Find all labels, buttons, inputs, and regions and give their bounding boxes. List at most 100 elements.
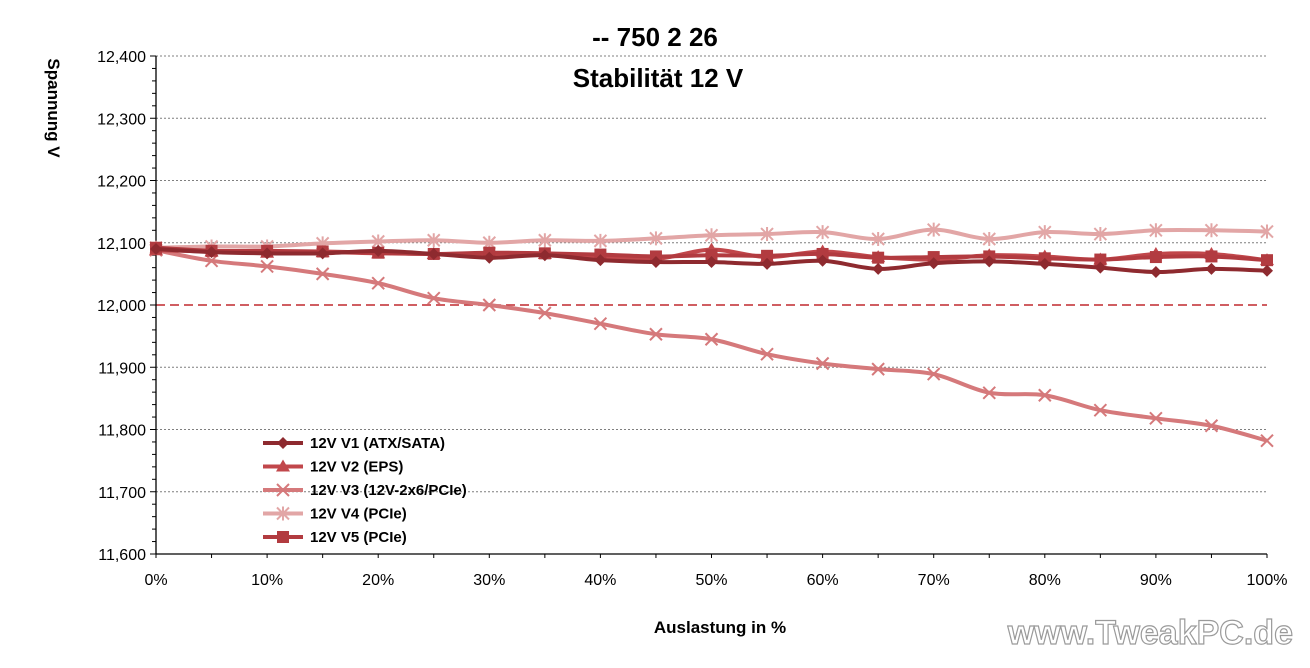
data-point [1204,419,1219,433]
legend-item-5: 12V V5 (PCIe) [263,529,407,546]
data-point [1038,388,1052,402]
x-tick-label: 70% [918,572,950,589]
data-point [1094,261,1107,274]
data-point [1149,266,1162,279]
data-point [1260,433,1274,448]
x-tick-label: 40% [584,572,616,589]
y-tick-label: 12,000 [97,298,146,315]
data-point [871,232,885,247]
data-point [1149,411,1163,426]
y-axis-label: Spannung V [44,58,63,158]
y-tick-label: 12,200 [97,174,146,191]
legend-item-1: 12V V1 (ATX/SATA) [263,435,445,452]
data-point [427,247,440,260]
x-tick-label: 80% [1029,572,1061,589]
data-point [315,267,330,281]
x-tick-label: 0% [144,572,167,589]
legend-label: 12V V3 (12V-2x6/PCIe) [310,482,467,499]
y-tick-label: 12,100 [97,236,146,253]
data-point [1094,253,1107,266]
legend-label: 12V V1 (ATX/SATA) [310,435,445,452]
data-point [1038,257,1051,270]
data-point [872,262,885,275]
data-point [538,233,552,248]
data-point [816,254,829,267]
y-tick-label: 11,700 [98,485,146,502]
data-point [649,327,663,341]
legend-label: 12V V5 (PCIe) [310,529,407,546]
data-point [277,437,289,449]
data-point [1149,223,1163,238]
data-point [482,298,497,312]
data-point [927,251,940,264]
data-point [1093,227,1108,242]
data-point [594,254,607,267]
data-point [982,232,996,247]
data-point [538,306,552,320]
x-tick-label: 100% [1247,572,1288,589]
data-point [872,251,885,264]
x-tick-label: 20% [362,572,394,589]
data-point [649,231,663,246]
legend-item-4: 12V V4 (PCIe) [263,506,407,523]
data-point [705,249,718,262]
data-point [926,367,941,381]
x-tick-label: 50% [695,572,727,589]
data-point [593,233,608,248]
data-point [649,256,662,269]
data-point [316,247,329,260]
data-point [1261,264,1273,277]
watermark: www.TweakPC.de [1007,614,1293,652]
data-point [761,249,774,262]
data-point [205,246,218,259]
data-point [372,244,385,257]
data-point [1261,254,1273,267]
y-tick-label: 12,300 [97,111,146,128]
data-point [704,228,719,243]
data-point [761,257,774,270]
data-point [276,483,290,497]
data-point [538,249,551,262]
data-point [276,459,290,472]
x-tick-label: 60% [807,572,839,589]
legend-label: 12V V2 (EPS) [310,459,403,476]
data-point [1260,224,1274,239]
legend-item-2: 12V V2 (EPS) [263,459,403,476]
data-point [260,259,274,274]
data-point [261,247,274,260]
series-layer [149,222,1274,448]
data-point [1149,251,1162,264]
data-point [1205,262,1218,275]
data-point [815,225,830,240]
data-point [427,291,441,305]
data-point [704,332,719,346]
legend-label: 12V V4 (PCIe) [310,506,407,523]
series-1 [150,242,1273,279]
data-point [593,316,608,331]
data-point [816,247,829,260]
data-point [982,386,996,400]
data-point [371,276,385,290]
x-axis-label: Auslastung in % [654,618,786,637]
y-tick-label: 11,900 [98,360,146,377]
data-point [926,222,941,237]
data-point [705,256,718,269]
data-point [277,531,289,543]
legend: 12V V1 (ATX/SATA) 12V V2 (EPS) 12V V3 (12V… [263,435,467,546]
data-point [815,356,830,371]
data-point [276,506,290,521]
data-point [760,347,774,361]
y-tick-label: 11,800 [98,423,146,440]
data-point [927,257,940,270]
series-line [155,248,1268,443]
chart-subtitle: Stabilität 12 V [573,63,744,93]
x-tick-label: 30% [473,572,505,589]
x-tick-label: 10% [251,572,283,589]
data-point [983,255,996,268]
series-3 [149,243,1274,448]
data-point [1205,250,1218,263]
data-point [760,227,774,242]
x-tick-label: 90% [1140,572,1172,589]
data-point [427,233,441,248]
